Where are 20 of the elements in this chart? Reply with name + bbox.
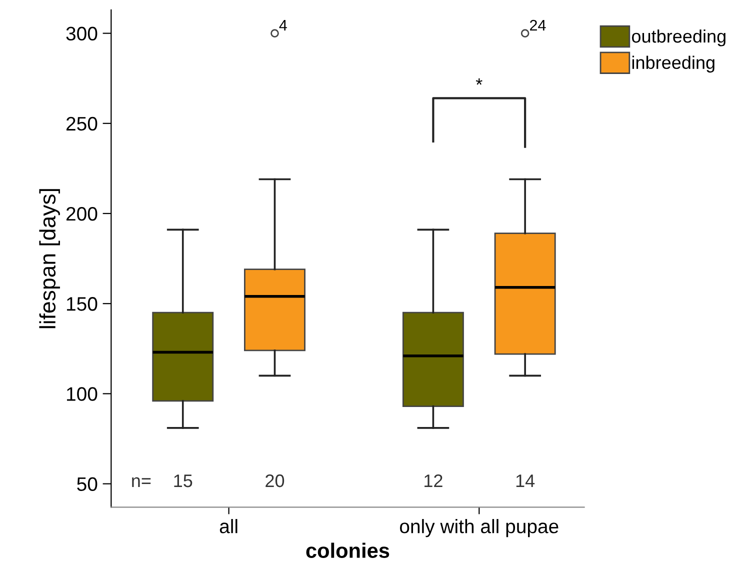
annotation: 24 [530,20,546,31]
annotation: 14 [516,474,535,488]
annotation: 20 [266,474,284,488]
y-tick-label: 50 [77,477,98,492]
y-tick-label: 150 [66,297,98,311]
x-axis-title: colonies [306,542,390,558]
y-tick-label: 200 [66,206,98,221]
legend-label: inbreeding [632,56,714,73]
annotation: n= [132,477,151,488]
annotation: 12 [424,474,442,488]
y-axis-title: lifespan [days] [39,189,60,328]
x-tick-label: only with all pupae [400,519,558,538]
legend-label: outbreeding [632,29,726,46]
x-tick-label: all [220,519,238,534]
annotation: * [476,78,482,85]
y-tick-label: 250 [66,116,98,131]
annotation: 15 [174,474,192,488]
y-tick-label: 100 [66,387,98,401]
y-tick-label: 300 [66,26,98,41]
annotation: 4 [279,20,287,31]
